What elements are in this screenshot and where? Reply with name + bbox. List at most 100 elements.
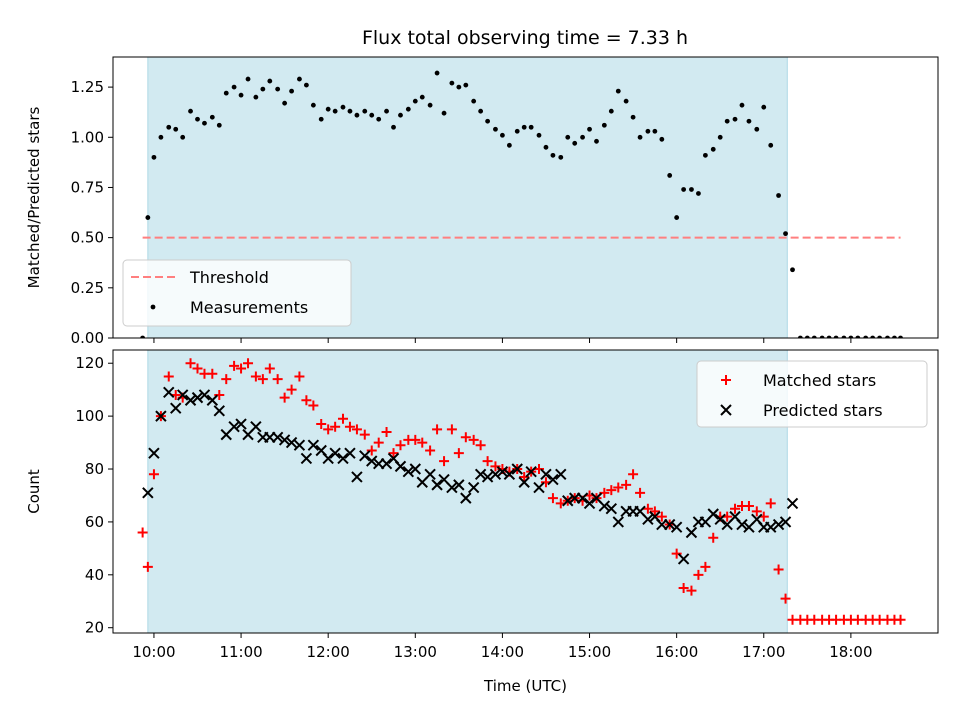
data-point <box>489 468 502 481</box>
data-point <box>652 128 658 134</box>
y-tick-label: 60 <box>85 513 104 531</box>
data-point <box>369 112 375 118</box>
data-point <box>623 98 629 104</box>
data-point <box>696 191 701 196</box>
data-point <box>761 104 767 110</box>
data-point <box>467 481 480 494</box>
x-tick-label: 15:00 <box>568 643 611 661</box>
data-point <box>402 465 415 478</box>
data-point <box>481 471 494 483</box>
data-point <box>191 391 204 404</box>
legend-predicted-swatch <box>720 404 732 416</box>
data-point <box>391 124 396 130</box>
data-point <box>562 495 574 507</box>
data-point <box>533 481 545 494</box>
data-point <box>417 437 428 448</box>
data-point <box>583 497 596 510</box>
y-tick-label: 0.00 <box>71 329 104 347</box>
data-point <box>670 521 683 533</box>
data-point <box>514 128 520 134</box>
data-point <box>637 134 643 140</box>
data-point <box>359 450 371 462</box>
y-tick-label: 0.25 <box>71 279 104 297</box>
data-point <box>278 434 291 446</box>
data-point <box>195 116 200 122</box>
data-point <box>250 371 261 382</box>
data-point <box>601 122 607 128</box>
legend: Matched stars Predicted stars <box>696 360 928 428</box>
data-point <box>148 469 159 480</box>
data-point <box>221 374 232 385</box>
data-point <box>776 193 781 198</box>
legend-predicted-label: Predicted stars <box>763 401 883 420</box>
data-point <box>804 335 810 338</box>
data-point <box>366 445 377 456</box>
data-point <box>707 508 719 520</box>
data-point <box>285 436 298 449</box>
legend: Threshold Measurements <box>122 259 352 327</box>
data-point <box>384 108 389 114</box>
data-point <box>366 455 378 467</box>
data-point <box>543 144 549 150</box>
data-point <box>645 128 651 134</box>
data-point <box>594 138 599 144</box>
legend-threshold-label: Threshold <box>189 268 269 287</box>
data-point <box>267 78 273 84</box>
data-point <box>736 518 748 531</box>
data-point <box>490 461 501 472</box>
data-point <box>790 267 795 273</box>
data-point <box>380 458 393 470</box>
data-point <box>700 561 711 572</box>
data-point <box>184 394 197 406</box>
data-point <box>686 585 697 596</box>
data-point <box>431 479 443 491</box>
data-point <box>565 134 571 140</box>
data-point <box>294 371 305 382</box>
data-point <box>289 88 294 94</box>
data-point <box>243 358 254 369</box>
data-point <box>323 424 334 435</box>
data-point <box>826 335 832 338</box>
data-point <box>257 374 268 385</box>
data-point <box>427 102 433 108</box>
data-point <box>628 469 639 480</box>
data-point <box>754 126 760 132</box>
data-point <box>478 108 484 114</box>
data-point <box>717 134 723 140</box>
data-point <box>456 84 462 90</box>
data-point <box>534 464 545 475</box>
data-point <box>667 173 673 178</box>
data-point <box>279 392 290 403</box>
data-point <box>316 419 327 430</box>
axes-frame <box>112 56 939 339</box>
data-point <box>786 497 799 510</box>
x-tick-label: 18:00 <box>829 643 872 661</box>
x-tick-label: 14:00 <box>481 643 524 661</box>
data-point <box>412 98 418 104</box>
data-point <box>500 132 505 138</box>
data-point <box>612 516 624 528</box>
data-point <box>870 335 876 338</box>
data-point <box>410 434 421 445</box>
series-predicted-stars <box>142 386 799 565</box>
data-point <box>649 506 660 517</box>
data-point <box>630 114 636 120</box>
data-point <box>471 98 477 104</box>
data-point <box>739 102 745 108</box>
x-tick-label: 11:00 <box>219 643 262 661</box>
data-point <box>613 482 624 493</box>
data-point <box>198 389 211 401</box>
x-tick-label: 16:00 <box>655 643 698 661</box>
y-tick-label: 120 <box>75 354 104 372</box>
data-point <box>885 335 890 338</box>
data-point <box>702 152 708 158</box>
data-point <box>693 569 704 580</box>
y-tick-label: 0.50 <box>71 229 104 247</box>
legend-box <box>696 360 928 428</box>
data-point <box>231 84 237 90</box>
data-point <box>344 421 355 432</box>
y-tick-label: 0.75 <box>71 178 104 196</box>
y-tick-label: 20 <box>85 619 104 637</box>
data-point <box>892 335 897 338</box>
legend-matched-swatch <box>721 375 731 385</box>
